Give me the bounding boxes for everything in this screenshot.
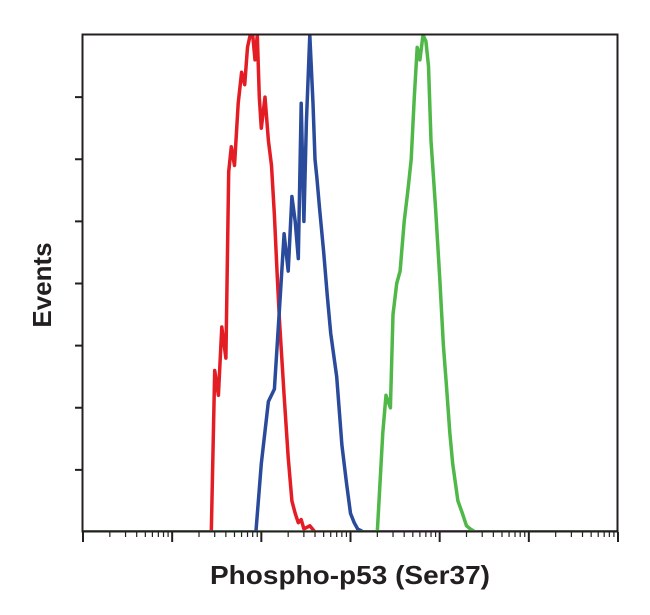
series-layer [83, 35, 618, 532]
x-axis-ticks [82, 532, 619, 542]
y-axis-ticks [75, 96, 83, 471]
plot-frame [81, 33, 619, 533]
y-axis-label: Events [27, 242, 57, 327]
series-line-2 [83, 35, 618, 532]
x-axis-label: Phospho-p53 (Ser37) [210, 560, 490, 590]
series-line-1 [83, 35, 618, 532]
series-line-3 [83, 35, 618, 532]
